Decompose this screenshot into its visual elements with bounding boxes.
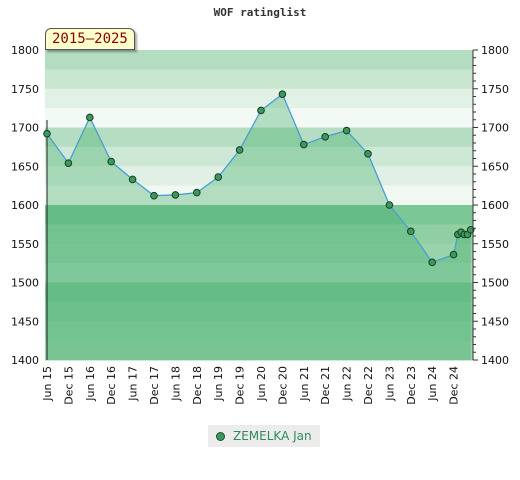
data-point bbox=[407, 227, 415, 236]
data-point bbox=[321, 133, 330, 141]
y-tick-label-right: 1450 bbox=[481, 315, 509, 328]
x-tick-label: Jun 20 bbox=[255, 366, 268, 402]
y-tick-label-left: 1650 bbox=[11, 160, 39, 173]
data-point bbox=[171, 191, 180, 199]
data-point bbox=[150, 191, 158, 200]
y-tick-label-right: 1800 bbox=[481, 44, 509, 57]
background-band bbox=[45, 282, 473, 303]
y-tick-label-left: 1500 bbox=[11, 277, 39, 290]
period-badge: 2015–2025 bbox=[45, 28, 135, 50]
x-tick-label: Jun 21 bbox=[298, 366, 311, 402]
y-tick-label-left: 1700 bbox=[11, 122, 39, 135]
data-point bbox=[300, 140, 308, 149]
x-tick-label: Dec 24 bbox=[448, 366, 461, 405]
x-tick-label: Dec 23 bbox=[405, 366, 418, 405]
background-band bbox=[45, 108, 473, 128]
y-tick-label-left: 1450 bbox=[11, 315, 39, 328]
y-tick-label-right: 1700 bbox=[481, 122, 509, 135]
x-tick-label: Jun 23 bbox=[383, 366, 396, 402]
x-tick-label: Jun 17 bbox=[127, 366, 140, 402]
data-point bbox=[385, 201, 394, 209]
background-band bbox=[45, 321, 473, 342]
data-point bbox=[428, 258, 437, 267]
data-point bbox=[86, 113, 94, 122]
background-band bbox=[45, 50, 473, 70]
background-band bbox=[45, 224, 473, 245]
background-band bbox=[45, 166, 473, 187]
x-tick-label: Jun 24 bbox=[426, 366, 439, 402]
legend: ZEMELKA Jan bbox=[208, 425, 320, 447]
chart-title: WOF ratinglist bbox=[213, 6, 307, 19]
x-tick-label: Dec 21 bbox=[319, 366, 332, 405]
x-tick-label: Jun 22 bbox=[341, 366, 354, 402]
data-point bbox=[257, 106, 265, 115]
background-band bbox=[45, 340, 473, 361]
data-point bbox=[214, 173, 222, 181]
x-tick-label: Dec 16 bbox=[105, 366, 118, 405]
data-point bbox=[43, 129, 51, 138]
x-tick-label: Dec 19 bbox=[234, 366, 247, 405]
data-point bbox=[193, 188, 201, 197]
x-tick-label: Dec 15 bbox=[62, 366, 75, 405]
data-point bbox=[107, 157, 115, 166]
data-point bbox=[466, 226, 475, 234]
background-band bbox=[45, 301, 473, 322]
background-band bbox=[45, 69, 473, 90]
x-tick-label: Dec 18 bbox=[191, 366, 204, 405]
background-band bbox=[45, 263, 473, 283]
y-tick-label-left: 1400 bbox=[11, 354, 39, 367]
y-tick-label-right: 1400 bbox=[481, 354, 509, 367]
y-tick-label-left: 1600 bbox=[11, 199, 39, 212]
y-tick-label-right: 1550 bbox=[481, 238, 509, 251]
x-tick-label: Dec 20 bbox=[276, 366, 289, 405]
y-tick-label-right: 1650 bbox=[481, 160, 509, 173]
background-band bbox=[45, 205, 473, 225]
data-point bbox=[449, 250, 458, 259]
y-tick-label-left: 1550 bbox=[11, 238, 39, 251]
x-tick-label: Jun 15 bbox=[41, 366, 54, 402]
data-point bbox=[364, 150, 372, 158]
legend-label: ZEMELKA Jan bbox=[233, 429, 312, 443]
data-point bbox=[342, 126, 351, 135]
background-band bbox=[45, 88, 473, 109]
background-band bbox=[45, 127, 473, 148]
background-band bbox=[45, 185, 473, 206]
x-tick-label: Jun 16 bbox=[84, 366, 97, 402]
y-tick-label-left: 1750 bbox=[11, 83, 39, 96]
x-tick-label: Jun 18 bbox=[169, 366, 182, 402]
background-band bbox=[45, 243, 473, 264]
y-tick-label-left: 1800 bbox=[11, 44, 39, 57]
y-tick-label-right: 1750 bbox=[481, 83, 509, 96]
data-point bbox=[235, 146, 244, 154]
data-point bbox=[128, 175, 137, 184]
y-tick-label-right: 1600 bbox=[481, 199, 509, 212]
x-tick-label: Jun 19 bbox=[212, 366, 225, 402]
x-tick-label: Dec 17 bbox=[148, 366, 161, 405]
legend-marker-icon bbox=[216, 431, 225, 441]
series-area bbox=[47, 94, 471, 361]
x-tick-label: Dec 22 bbox=[362, 366, 375, 405]
data-point bbox=[64, 159, 73, 167]
data-point bbox=[278, 90, 287, 98]
y-tick-label-right: 1500 bbox=[481, 277, 509, 290]
